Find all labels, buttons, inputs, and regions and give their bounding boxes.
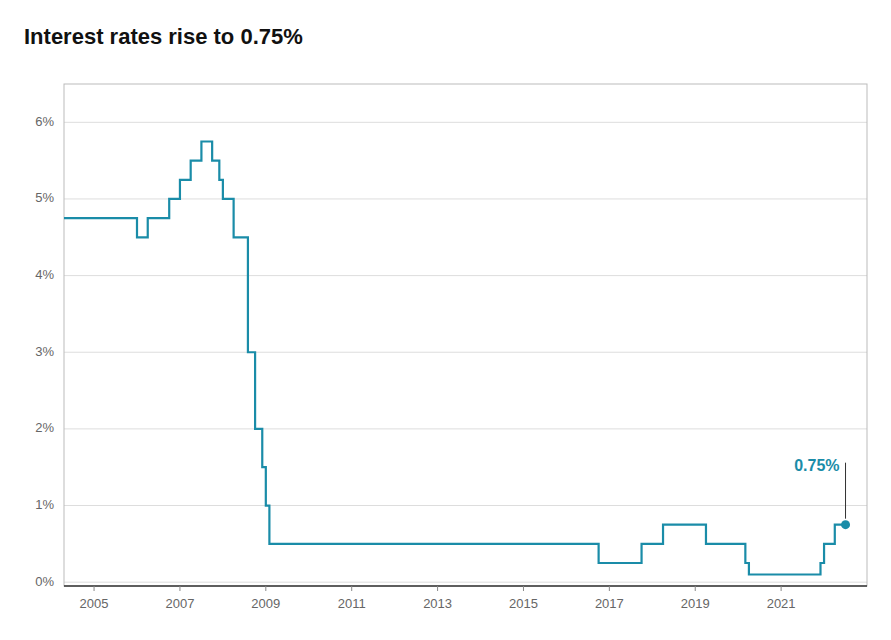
x-tick [523,586,524,591]
y-tick-label: 3% [35,344,54,359]
x-tick-label: 2017 [595,596,624,611]
y-tick-label: 2% [35,420,54,435]
x-tick-label: 2021 [767,596,796,611]
callout-line [845,463,846,519]
chart: Interest rates rise to 0.75% 0% 1% 2% 3% 4% 5%… [0,0,891,640]
y-tick-label: 4% [35,267,54,282]
x-tick [437,586,438,591]
x-tick [94,586,95,591]
x-tick [609,586,610,591]
grid-line [64,275,867,276]
grid-line [64,352,867,353]
x-tick [351,586,352,591]
x-tick-label: 2009 [251,596,280,611]
x-tick-label: 2007 [165,596,194,611]
x-tick [695,586,696,591]
title: Interest rates rise to 0.75% [24,24,303,49]
grid-line [64,122,867,123]
grid-line [64,198,867,199]
y-tick-label: 0% [35,574,54,589]
grid-line [64,582,867,583]
end-dot [841,520,850,529]
x-axis-line [64,585,867,587]
x-tick-label: 2011 [338,596,366,611]
x-tick [265,586,266,591]
grid-line [64,428,867,429]
grid [64,122,867,582]
x-tick [179,586,180,591]
grid-line [64,505,867,506]
x-tick-label: 2019 [681,596,710,611]
x-tick-label: 2013 [423,596,452,611]
plot-frame [64,84,867,586]
y-tick-label: 1% [35,497,54,512]
x-tick [781,586,782,591]
y-tick-label: 5% [35,190,54,205]
rate-line [64,141,846,574]
x-tick-label: 2015 [509,596,538,611]
data-layer [64,141,850,574]
y-tick-label: 6% [35,114,54,129]
annotation: 0.75% [794,457,839,474]
x-tick-label: 2005 [80,596,109,611]
